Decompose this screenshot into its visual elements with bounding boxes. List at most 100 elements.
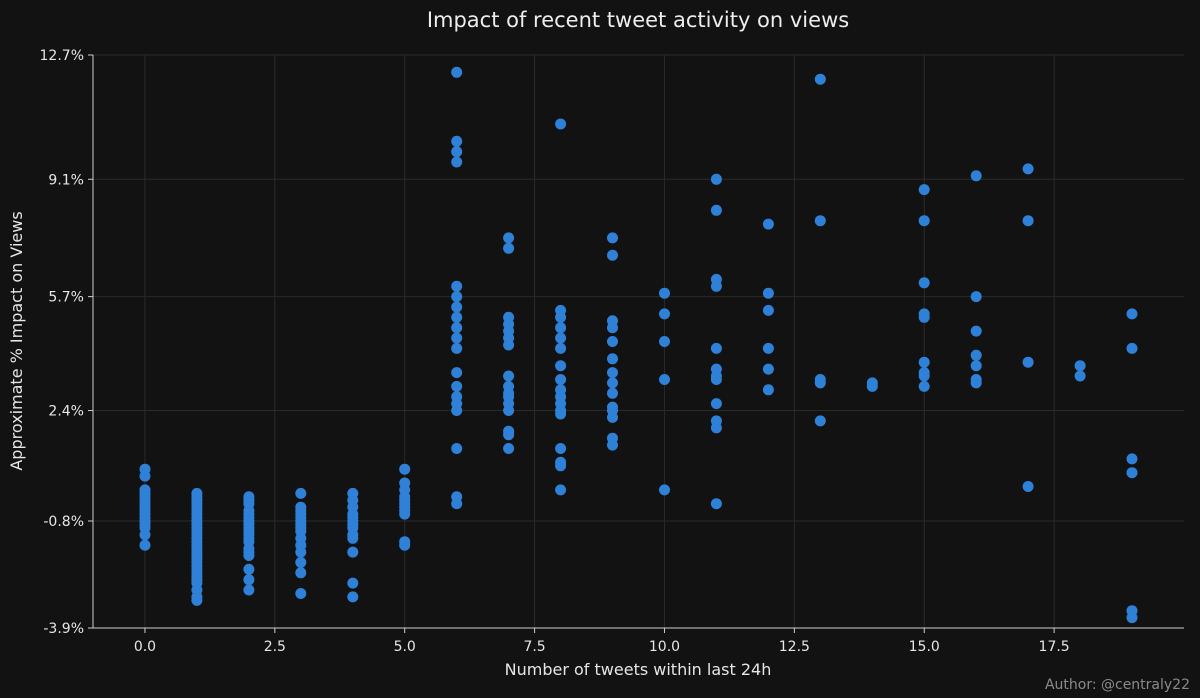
x-tick-label: 17.5 (1039, 639, 1070, 655)
data-point (814, 73, 826, 85)
data-point (347, 577, 359, 589)
data-point (451, 280, 463, 292)
data-point (451, 443, 463, 454)
data-point (295, 567, 307, 579)
data-point (607, 232, 618, 244)
data-point (555, 360, 567, 372)
data-point (451, 311, 463, 323)
data-point (710, 422, 722, 434)
data-point (607, 336, 618, 347)
data-point (295, 487, 307, 499)
data-point (918, 184, 930, 196)
data-point (607, 353, 618, 365)
y-tick-label: 2.4% (48, 404, 84, 420)
data-point (399, 539, 411, 551)
data-point (607, 249, 618, 261)
data-point (762, 363, 774, 375)
data-point (607, 387, 618, 399)
data-point (607, 411, 618, 423)
data-point (451, 146, 463, 158)
data-point (555, 332, 567, 344)
x-tick-label: 7.5 (523, 639, 545, 655)
y-tick-label: 12.7% (40, 48, 84, 64)
data-point (710, 398, 722, 410)
data-point (1126, 342, 1138, 354)
data-point (399, 463, 411, 475)
data-point (451, 332, 463, 344)
data-point (243, 550, 255, 561)
data-point (970, 291, 982, 303)
data-point (139, 470, 151, 482)
data-point (762, 287, 774, 299)
data-point (503, 232, 515, 244)
data-point (451, 66, 463, 78)
data-point (918, 215, 930, 227)
data-point (1022, 481, 1034, 492)
data-point (710, 173, 722, 185)
data-point (555, 311, 567, 323)
data-point (762, 384, 774, 396)
data-point (918, 356, 930, 368)
data-point (451, 291, 463, 303)
data-point (1074, 370, 1086, 382)
data-point (191, 594, 203, 606)
data-point (659, 308, 670, 320)
data-point (139, 529, 151, 541)
data-point (1126, 453, 1138, 465)
data-point (503, 429, 515, 441)
data-point (295, 546, 307, 558)
data-point (866, 380, 878, 392)
data-point (710, 374, 722, 385)
y-tick-label: 5.7% (48, 290, 84, 306)
data-point (451, 380, 463, 392)
x-axis-label: Number of tweets within last 24h (505, 660, 772, 679)
data-point (814, 377, 826, 389)
data-point (710, 342, 722, 354)
data-point (295, 556, 307, 568)
y-tick-label: -0.8% (43, 514, 84, 530)
data-point (710, 280, 722, 292)
data-point (607, 377, 618, 389)
data-point (814, 415, 826, 427)
data-point (347, 591, 359, 603)
data-point (295, 588, 307, 599)
data-point (139, 539, 151, 551)
data-point (1126, 308, 1138, 320)
data-point (762, 342, 774, 354)
x-tick-label: 10.0 (649, 639, 680, 655)
data-point (1022, 163, 1034, 175)
x-tick-label: 0.0 (134, 639, 156, 655)
data-point (970, 360, 982, 372)
data-points (139, 66, 1138, 624)
data-point (243, 563, 255, 575)
x-tick-label: 5.0 (394, 639, 416, 655)
data-point (607, 322, 618, 334)
data-point (451, 498, 463, 510)
data-point (918, 277, 930, 289)
data-point (451, 301, 463, 313)
data-point (970, 325, 982, 337)
data-point (503, 242, 515, 254)
data-point (970, 170, 982, 182)
data-point (710, 498, 722, 510)
data-point (399, 508, 411, 520)
data-point (451, 342, 463, 354)
data-point (243, 584, 255, 596)
data-point (1126, 612, 1138, 624)
chart-title: Impact of recent tweet activity on views (427, 8, 849, 32)
data-point (814, 215, 826, 227)
data-point (970, 349, 982, 361)
data-point (555, 460, 567, 472)
data-point (451, 156, 463, 168)
x-tick-label: 15.0 (909, 639, 940, 655)
data-point (555, 408, 567, 420)
data-point (347, 532, 359, 544)
data-point (762, 218, 774, 230)
data-point (555, 443, 567, 454)
data-point (555, 342, 567, 354)
data-point (347, 546, 359, 558)
data-point (607, 439, 618, 451)
y-axis-label: Approximate % Impact on Views (7, 211, 26, 470)
